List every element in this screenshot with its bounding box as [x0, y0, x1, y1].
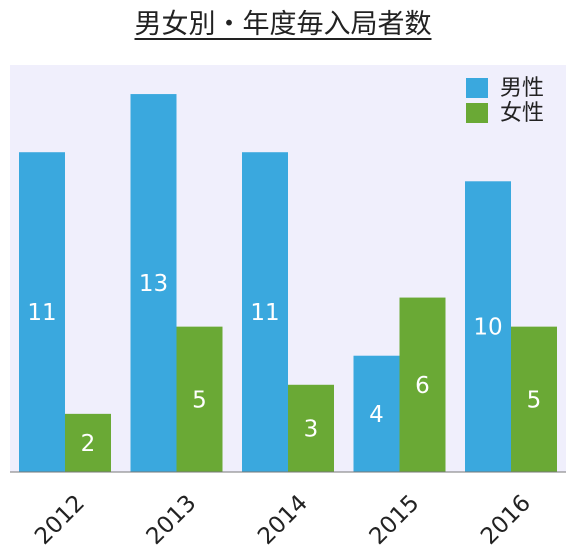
- x-tick-label-2013: 2013: [142, 490, 202, 550]
- data-label: 2: [81, 431, 96, 457]
- bar-2016-female: [511, 326, 557, 472]
- bar-2012-male: [19, 152, 65, 472]
- bars-group: [19, 94, 557, 473]
- x-tick-label-2016: 2016: [476, 490, 536, 550]
- x-tick-label-2012: 2012: [30, 490, 90, 550]
- data-label: 5: [527, 387, 542, 413]
- x-tick-label-2014: 2014: [253, 490, 313, 550]
- legend-label-male: 男性: [500, 76, 544, 101]
- data-label: 6: [415, 373, 430, 399]
- data-label: 11: [250, 300, 279, 326]
- x-tick-label-2015: 2015: [365, 490, 425, 550]
- legend-swatch-male: [466, 78, 488, 98]
- legend-label-female: 女性: [500, 101, 544, 126]
- bar-2016-male: [465, 181, 511, 473]
- data-label: 5: [192, 387, 207, 413]
- data-label: 11: [27, 300, 56, 326]
- data-label: 4: [369, 402, 384, 428]
- bar-2012-female: [65, 413, 111, 472]
- legend-swatch-female: [466, 103, 488, 123]
- data-label: 10: [473, 315, 502, 341]
- bar-2014-female: [288, 384, 334, 472]
- bar-2015-female: [399, 297, 446, 472]
- data-label: 13: [139, 271, 168, 297]
- chart-title: 男女別・年度毎入局者数: [134, 9, 432, 40]
- bar-2013-male: [130, 94, 177, 473]
- bar-2013-female: [176, 326, 223, 472]
- bar-2015-male: [353, 355, 400, 472]
- data-label: 3: [304, 416, 319, 442]
- data-labels-group: 11 2 13 5 11 3 4 6 10 5: [27, 271, 541, 457]
- x-tick-labels: 2012 2013 2014 2015 2016: [30, 490, 536, 550]
- bar-2014-male: [242, 152, 288, 472]
